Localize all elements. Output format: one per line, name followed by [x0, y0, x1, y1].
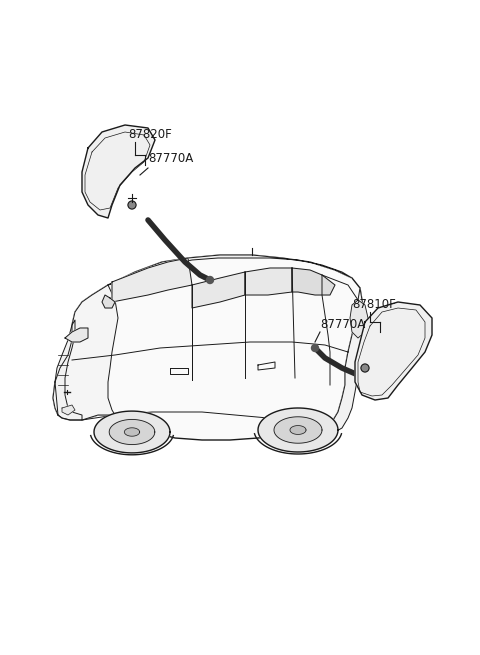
Circle shape	[206, 276, 214, 284]
Polygon shape	[94, 411, 170, 453]
Text: 87770A: 87770A	[148, 152, 193, 165]
Circle shape	[361, 364, 369, 372]
Circle shape	[312, 345, 319, 352]
Polygon shape	[192, 272, 245, 308]
Polygon shape	[350, 300, 368, 338]
Text: 87810F: 87810F	[352, 298, 396, 311]
Circle shape	[128, 201, 136, 209]
Polygon shape	[290, 426, 306, 434]
Polygon shape	[53, 285, 118, 420]
Text: 87820F: 87820F	[128, 128, 172, 141]
Polygon shape	[108, 255, 352, 285]
Polygon shape	[65, 328, 88, 342]
Polygon shape	[53, 255, 362, 440]
Polygon shape	[292, 268, 335, 295]
Polygon shape	[274, 417, 322, 443]
Polygon shape	[245, 268, 292, 295]
Polygon shape	[55, 320, 82, 420]
Polygon shape	[330, 288, 365, 432]
Polygon shape	[109, 419, 155, 445]
Polygon shape	[124, 428, 140, 436]
Polygon shape	[355, 302, 432, 400]
Polygon shape	[102, 295, 115, 308]
Polygon shape	[258, 408, 338, 452]
Text: 87770A: 87770A	[320, 318, 365, 331]
Polygon shape	[82, 125, 155, 218]
Polygon shape	[112, 258, 192, 302]
Polygon shape	[62, 405, 75, 415]
